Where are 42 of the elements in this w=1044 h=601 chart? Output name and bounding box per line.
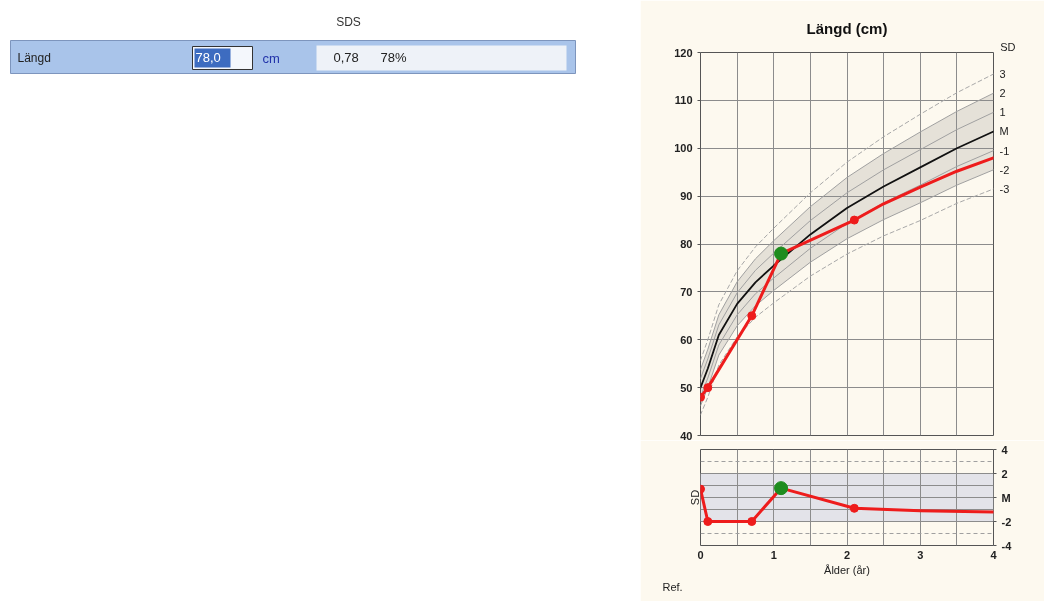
point: [774, 481, 789, 496]
y-tick-label: 90: [680, 190, 693, 203]
x-tick-label: 0: [697, 548, 704, 561]
point: [849, 503, 859, 513]
text: 78%: [380, 50, 407, 65]
series-label: 1: [999, 106, 1006, 119]
text: cm: [262, 51, 280, 66]
y-tick-label: 2: [1001, 467, 1008, 480]
y-tick-label: 110: [674, 94, 693, 107]
y-tick-label: -2: [1001, 515, 1012, 528]
y-tick-label: 70: [680, 285, 693, 298]
y-tick-label: 80: [680, 238, 693, 250]
y-tick-label: 120: [674, 46, 693, 59]
x-tick-label: 1: [770, 548, 777, 561]
point: [849, 215, 859, 225]
x-tick-label: 4: [990, 548, 998, 561]
point: [747, 311, 757, 321]
series-label: -3: [999, 182, 1010, 195]
text: SDS: [336, 14, 361, 29]
text: Ref.: [662, 580, 683, 593]
series-label: 3: [999, 68, 1006, 81]
y-tick-label: 4: [1001, 443, 1009, 456]
y-tick-label: -4: [1001, 539, 1013, 552]
chart-title: Längd (cm): [806, 19, 888, 37]
point: [703, 383, 713, 393]
text: 0,78: [333, 50, 359, 65]
y-tick-label: 60: [680, 333, 693, 346]
y-tick-label: M: [1001, 491, 1011, 504]
legend-title: SD: [1000, 40, 1016, 53]
series-label: -1: [999, 144, 1010, 157]
point: [774, 246, 789, 261]
x-tick-label: 3: [917, 548, 924, 561]
x-tick-label: 2: [843, 548, 851, 561]
y-tick-label: 100: [674, 142, 693, 155]
x-axis-title: Ålder (år): [824, 563, 870, 576]
y-tick-label: 40: [680, 429, 693, 442]
y-axis-title: SD: [688, 489, 701, 506]
point: [703, 517, 713, 526]
text: Längd: [17, 50, 51, 65]
text: 78,0: [195, 50, 221, 65]
y-tick-label: 50: [680, 381, 693, 394]
point: [747, 517, 757, 526]
